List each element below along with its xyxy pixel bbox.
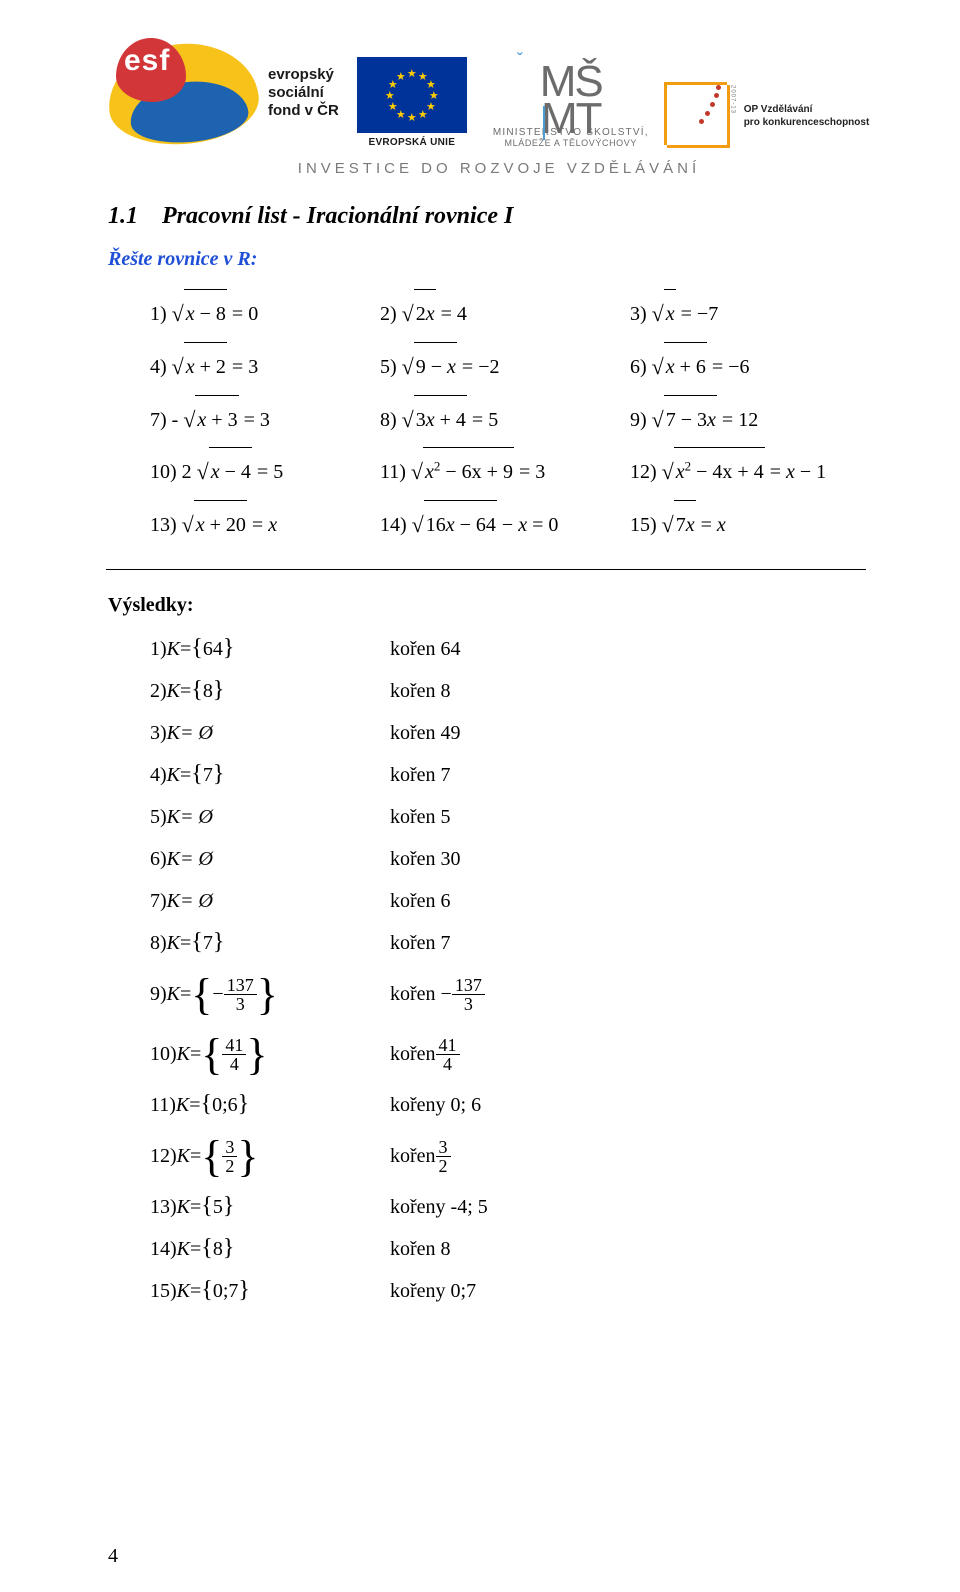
msmt-monogram-icon: MŠ ˇ MT <box>493 63 649 121</box>
result-row: 10) K = {414}kořen 414 <box>150 1025 890 1085</box>
result-set: 5) K= Ø <box>150 806 390 829</box>
subhead-set: R <box>237 248 250 270</box>
result-row: 3) K= Økořen 49 <box>150 713 890 755</box>
result-set: 6) K= Ø <box>150 848 390 871</box>
result-row: 7) K= Økořen 6 <box>150 881 890 923</box>
result-set: 10) K = {414} <box>150 1036 390 1075</box>
subhead-prefix: Řešte rovnice v <box>108 248 237 270</box>
result-row: 12) K = {32}kořen 32 <box>150 1127 890 1187</box>
result-root: kořen 6 <box>390 890 890 913</box>
result-row: 14) K = {8}kořen 8 <box>150 1229 890 1271</box>
logo-msmt: MŠ ˇ MT MINISTERSTVO ŠKOLSTVÍ, MLÁDEŽE A… <box>493 63 649 148</box>
result-set: 3) K= Ø <box>150 722 390 745</box>
result-row: 1) K = {64}kořen 64 <box>150 629 890 671</box>
result-row: 11) K = {0;6}kořeny 0; 6 <box>150 1085 890 1127</box>
results-heading: Výsledky: <box>108 594 890 617</box>
divider <box>106 569 866 570</box>
result-set: 12) K = {32} <box>150 1138 390 1177</box>
results-grid: 1) K = {64}kořen 642) K = {8}kořen 83) K… <box>150 629 890 1313</box>
result-set: 2) K = {8} <box>150 678 390 705</box>
equation-row: 10) 2 √x − 4 = 511) √x2 − 6x + 9 = 312) … <box>150 445 890 498</box>
result-row: 15) K = {0;7}kořeny 0;7 <box>150 1271 890 1313</box>
logo-esf: esf evropský sociální fond v ČR <box>108 38 339 148</box>
result-set: 7) K= Ø <box>150 890 390 913</box>
result-root: kořen 414 <box>390 1036 890 1075</box>
esf-text: evropský sociální fond v ČR <box>268 66 339 120</box>
esf-line3: fond v ČR <box>268 102 339 120</box>
result-set: 15) K = {0;7} <box>150 1278 390 1305</box>
result-set: 14) K = {8} <box>150 1236 390 1263</box>
section-title-text: Pracovní list - Iracionální rovnice I <box>162 203 513 229</box>
op-label: OP Vzdělávání pro konkurenceschopnost <box>744 104 870 129</box>
esf-line2: sociální <box>268 84 339 102</box>
logo-op: 2007-13 OP Vzdělávání pro konkurencescho… <box>667 85 870 148</box>
result-root: kořeny -4; 5 <box>390 1196 890 1219</box>
logo-strip: esf evropský sociální fond v ČR ★★★★★★★★… <box>108 18 890 148</box>
result-set: 9) K = {− 1373} <box>150 976 390 1015</box>
esf-text-icon: esf <box>124 44 170 78</box>
page-number: 4 <box>108 1545 118 1568</box>
op-label-2: pro konkurenceschopnost <box>744 117 870 130</box>
result-row: 6) K= Økořen 30 <box>150 839 890 881</box>
equations-grid: 1) √x − 8 = 02) √2x = 43) √x = −74) √x +… <box>150 287 890 551</box>
esf-line1: evropský <box>268 66 339 84</box>
equation-row: 1) √x − 8 = 02) √2x = 43) √x = −7 <box>150 287 890 340</box>
result-root: kořen 49 <box>390 722 890 745</box>
subhead-suffix: : <box>251 248 258 270</box>
result-root: kořen 8 <box>390 680 890 703</box>
result-root: kořen 8 <box>390 1238 890 1261</box>
esf-swoosh-icon: esf <box>108 38 258 148</box>
section-title: 1.1 Pracovní list - Iracionální rovnice I <box>108 203 890 230</box>
eu-flag-icon: ★★★★★★★★★★★★ <box>357 57 467 133</box>
result-set: 13) K = {5} <box>150 1194 390 1221</box>
op-corner-icon <box>667 85 730 148</box>
op-side-text: 2007-13 <box>730 85 736 114</box>
result-root: kořen − 1373 <box>390 976 890 1015</box>
result-row: 8) K = {7}kořen 7 <box>150 923 890 965</box>
msmt-line2: MT <box>541 94 601 143</box>
result-root: kořeny 0;7 <box>390 1280 890 1303</box>
result-set: 1) K = {64} <box>150 636 390 663</box>
logo-eu: ★★★★★★★★★★★★ EVROPSKÁ UNIE <box>357 57 467 148</box>
result-root: kořeny 0; 6 <box>390 1094 890 1117</box>
op-label-1: OP Vzdělávání <box>744 104 870 117</box>
result-row: 13) K = {5}kořeny -4; 5 <box>150 1187 890 1229</box>
result-root: kořen 30 <box>390 848 890 871</box>
subhead: Řešte rovnice v R: <box>108 248 890 271</box>
result-root: kořen 64 <box>390 638 890 661</box>
result-row: 4) K = {7}kořen 7 <box>150 755 890 797</box>
equation-row: 13) √x + 20 = x14) √16x − 64 − x = 015) … <box>150 498 890 551</box>
eu-caption: EVROPSKÁ UNIE <box>357 137 467 148</box>
equation-row: 7) - √x + 3 = 38) √3x + 4 = 59) √7 − 3x … <box>150 393 890 446</box>
result-set: 4) K = {7} <box>150 762 390 789</box>
page: esf evropský sociální fond v ČR ★★★★★★★★… <box>0 0 960 1592</box>
result-root: kořen 32 <box>390 1138 890 1177</box>
equation-row: 4) √x + 2 = 35) √9 − x = −26) √x + 6 = −… <box>150 340 890 393</box>
result-set: 11) K = {0;6} <box>150 1092 390 1119</box>
result-root: kořen 5 <box>390 806 890 829</box>
result-root: kořen 7 <box>390 764 890 787</box>
result-row: 9) K = {− 1373}kořen − 1373 <box>150 965 890 1025</box>
tagline: INVESTICE DO ROZVOJE VZDĚLÁVÁNÍ <box>108 160 890 177</box>
section-number: 1.1 <box>108 203 138 229</box>
result-set: 8) K = {7} <box>150 930 390 957</box>
result-row: 5) K= Økořen 5 <box>150 797 890 839</box>
result-root: kořen 7 <box>390 932 890 955</box>
result-row: 2) K = {8}kořen 8 <box>150 671 890 713</box>
